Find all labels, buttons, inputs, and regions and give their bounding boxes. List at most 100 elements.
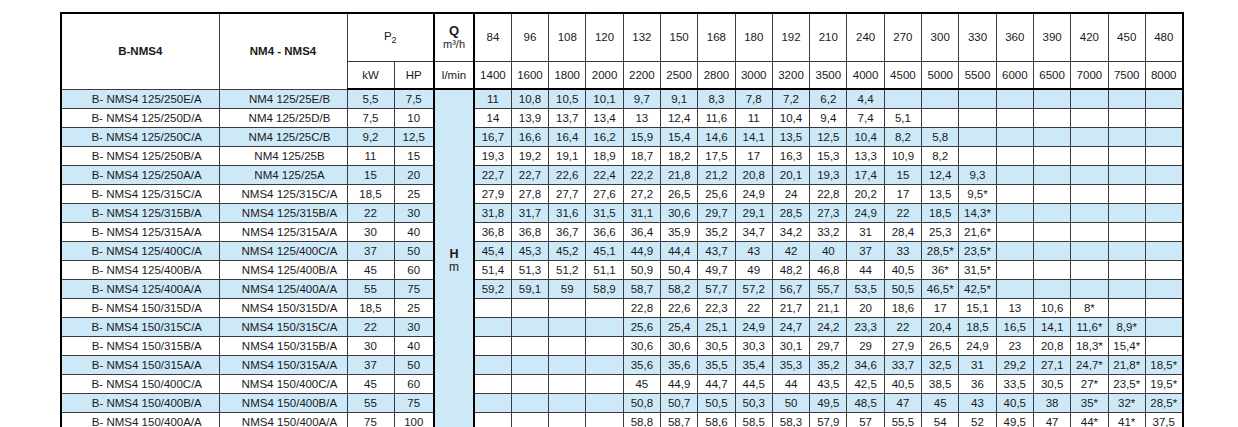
head-value-cell bbox=[1033, 166, 1070, 185]
head-value-cell: 7,8 bbox=[735, 89, 772, 109]
head-value-cell: 59,1 bbox=[511, 280, 548, 299]
head-value-cell: 58,8 bbox=[623, 413, 660, 427]
head-value-cell: 9,7 bbox=[623, 89, 660, 109]
head-value-cell: 40,5 bbox=[996, 394, 1033, 413]
head-value-cell: 37,5 bbox=[1145, 413, 1182, 427]
head-value-cell: 18,5 bbox=[922, 204, 959, 223]
head-value-cell: 20,8 bbox=[735, 166, 772, 185]
head-value-cell bbox=[1145, 223, 1182, 242]
head-value-cell: 37 bbox=[847, 242, 884, 261]
head-value-cell: 12,4 bbox=[660, 109, 697, 128]
head-value-cell bbox=[1108, 166, 1145, 185]
head-value-cell bbox=[1108, 109, 1145, 128]
head-value-cell: 17 bbox=[735, 147, 772, 166]
head-value-cell: 30,3 bbox=[735, 337, 772, 356]
flow-lmin-6000: 6000 bbox=[996, 61, 1033, 89]
head-value-cell bbox=[1108, 261, 1145, 280]
head-value-cell bbox=[1145, 280, 1182, 299]
head-value-cell bbox=[1145, 128, 1182, 147]
power-hp-cell: 50 bbox=[394, 242, 434, 261]
head-value-cell: 16,4 bbox=[549, 128, 586, 147]
head-value-cell: 49,5 bbox=[996, 413, 1033, 427]
head-value-cell: 25,3 bbox=[922, 223, 959, 242]
head-value-cell: 22,7 bbox=[511, 166, 548, 185]
table-row: B- NMS4 150/315B/ANMS4 150/315B/A304030,… bbox=[61, 337, 1183, 356]
power-kw-cell: 15 bbox=[347, 166, 394, 185]
head-value-cell: 20,2 bbox=[847, 185, 884, 204]
head-value-cell: 35,4 bbox=[735, 356, 772, 375]
head-value-cell: 33,5 bbox=[996, 375, 1033, 394]
head-value-cell bbox=[1145, 337, 1182, 356]
head-value-cell: 51,3 bbox=[511, 261, 548, 280]
head-value-cell: 45,2 bbox=[549, 242, 586, 261]
head-value-cell: 25,4 bbox=[660, 318, 697, 337]
flow-lmin-7000: 7000 bbox=[1071, 61, 1108, 89]
power-kw-cell: 75 bbox=[347, 413, 394, 427]
head-value-cell: 51,2 bbox=[549, 261, 586, 280]
head-value-cell: 49,5 bbox=[810, 394, 847, 413]
head-value-cell bbox=[996, 147, 1033, 166]
head-value-cell: 20 bbox=[847, 299, 884, 318]
head-value-cell: 24,9 bbox=[735, 185, 772, 204]
head-value-cell: 13,9 bbox=[511, 109, 548, 128]
head-value-cell: 36* bbox=[922, 261, 959, 280]
power-hp-cell: 60 bbox=[394, 261, 434, 280]
power-hp-cell: 75 bbox=[394, 280, 434, 299]
head-value-cell: 31,6 bbox=[549, 204, 586, 223]
table-row: B- NMS4 125/250E/ANM4 125/25E/B5,57,5Hm1… bbox=[61, 89, 1183, 109]
head-value-cell: 27,8 bbox=[511, 185, 548, 204]
head-value-cell: 36,4 bbox=[623, 223, 660, 242]
head-value-cell: 45,3 bbox=[511, 242, 548, 261]
head-value-cell bbox=[549, 318, 586, 337]
head-value-cell: 58,2 bbox=[660, 280, 697, 299]
head-value-cell: 35,6 bbox=[660, 356, 697, 375]
head-value-cell: 17 bbox=[922, 299, 959, 318]
head-value-cell: 9,3 bbox=[959, 166, 996, 185]
table-row: B- NMS4 125/315C/ANMS4 125/315C/A18,5252… bbox=[61, 185, 1183, 204]
head-value-cell: 16,6 bbox=[511, 128, 548, 147]
head-value-cell bbox=[474, 337, 511, 356]
head-value-cell: 28,5* bbox=[1145, 394, 1182, 413]
model-bnms4-cell: B- NMS4 125/400C/A bbox=[61, 242, 219, 261]
head-value-cell: 27,3 bbox=[810, 204, 847, 223]
model-bnms4-cell: B- NMS4 150/315A/A bbox=[61, 356, 219, 375]
head-value-cell bbox=[1145, 109, 1182, 128]
head-unit-m: m bbox=[435, 261, 473, 274]
head-value-cell: 21,8* bbox=[1108, 356, 1145, 375]
head-value-cell: 8,3 bbox=[698, 89, 735, 109]
head-value-cell: 40,5 bbox=[884, 261, 921, 280]
head-value-cell bbox=[549, 299, 586, 318]
model-nm4-cell: NM4 125/25B bbox=[219, 147, 347, 166]
head-value-cell bbox=[474, 356, 511, 375]
head-value-cell: 52 bbox=[959, 413, 996, 427]
head-value-cell bbox=[996, 89, 1033, 109]
head-value-cell bbox=[959, 109, 996, 128]
head-value-cell: 9,1 bbox=[660, 89, 697, 109]
head-value-cell bbox=[511, 375, 548, 394]
head-value-cell: 45,1 bbox=[586, 242, 623, 261]
head-value-cell: 33 bbox=[884, 242, 921, 261]
head-value-cell: 10,9 bbox=[884, 147, 921, 166]
flow-lmin-6500: 6500 bbox=[1033, 61, 1070, 89]
head-value-cell: 28,5* bbox=[922, 242, 959, 261]
power-kw-cell: 55 bbox=[347, 280, 394, 299]
head-value-cell: 35,6 bbox=[623, 356, 660, 375]
head-value-cell: 27,2 bbox=[623, 185, 660, 204]
head-value-cell bbox=[549, 356, 586, 375]
head-value-cell: 51,1 bbox=[586, 261, 623, 280]
flow-m3h-132: 132 bbox=[623, 13, 660, 61]
head-value-cell: 17,5 bbox=[698, 147, 735, 166]
head-value-cell: 8* bbox=[1071, 299, 1108, 318]
head-value-cell bbox=[511, 318, 548, 337]
head-value-cell: 55,7 bbox=[810, 280, 847, 299]
table-row: B- NMS4 125/400C/ANMS4 125/400C/A375045,… bbox=[61, 242, 1183, 261]
table-row: B- NMS4 125/315B/ANMS4 125/315B/A223031,… bbox=[61, 204, 1183, 223]
head-value-cell: 7,4 bbox=[847, 109, 884, 128]
flow-m3h-210: 210 bbox=[810, 13, 847, 61]
head-value-cell: 21,7 bbox=[772, 299, 809, 318]
head-value-cell: 8,9* bbox=[1108, 318, 1145, 337]
power-hp-cell: 40 bbox=[394, 223, 434, 242]
model-bnms4-cell: B- NMS4 125/250B/A bbox=[61, 147, 219, 166]
column-header-hp: HP bbox=[394, 61, 434, 89]
header-row-flow: B-NMS4NM4 - NMS4P2Qm³/h84961081201321501… bbox=[61, 13, 1183, 61]
